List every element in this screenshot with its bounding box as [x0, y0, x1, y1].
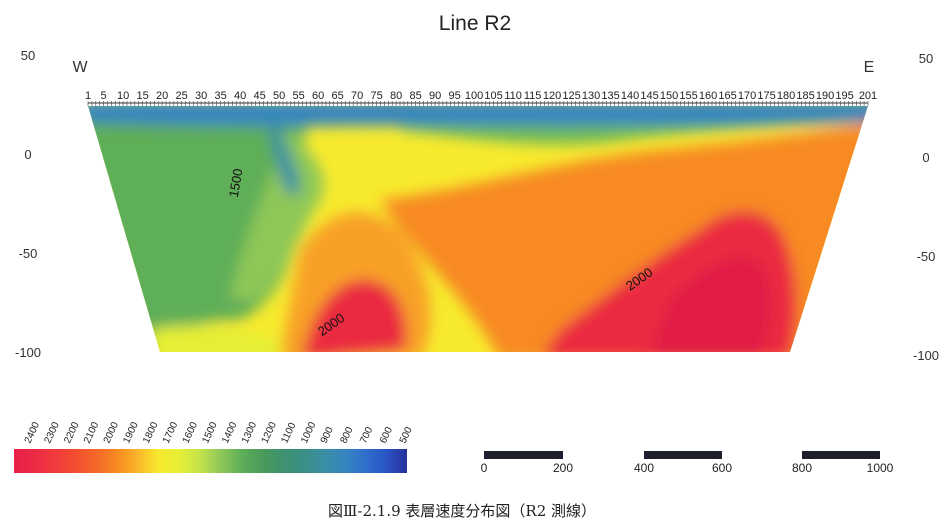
station-label: 195 — [835, 90, 853, 102]
scale-bar — [484, 451, 563, 459]
velocity-section — [88, 106, 868, 352]
station-label: 65 — [331, 90, 343, 102]
station-label: 185 — [796, 90, 814, 102]
y-tick-left: 0 — [24, 147, 31, 162]
station-label: 20 — [156, 90, 168, 102]
y-tick-left: 50 — [21, 48, 35, 63]
legend-label: 1400 — [220, 420, 240, 445]
station-label: 165 — [718, 90, 736, 102]
zone-blue-surface — [88, 106, 868, 126]
legend-label: 1800 — [141, 420, 161, 445]
station-label: 45 — [253, 90, 265, 102]
legend-label: 1200 — [260, 420, 280, 445]
legend-label: 800 — [339, 425, 356, 445]
legend-label: 1600 — [181, 420, 201, 445]
station-label: 145 — [640, 90, 658, 102]
zone-red-deep-east — [650, 257, 771, 352]
station-label: 40 — [234, 90, 246, 102]
station-label: 190 — [816, 90, 834, 102]
station-label: 175 — [757, 90, 775, 102]
direction-east-label: E — [864, 59, 875, 76]
scale-bar — [644, 451, 722, 459]
y-tick-right: 50 — [919, 51, 933, 66]
scale-bar-end-label: 600 — [712, 461, 732, 475]
station-label: 150 — [660, 90, 678, 102]
station-label: 55 — [292, 90, 304, 102]
station-label: 5 — [101, 90, 107, 102]
station-axis-ticks — [87, 101, 869, 106]
station-label: 95 — [448, 90, 460, 102]
station-label: 160 — [699, 90, 717, 102]
station-label: 30 — [195, 90, 207, 102]
legend-label: 2000 — [102, 420, 122, 445]
station-label: 75 — [370, 90, 382, 102]
station-label: 10 — [117, 90, 129, 102]
y-tick-right: -50 — [917, 249, 936, 264]
scale-bar-end-label: 1000 — [867, 461, 894, 475]
station-label: 80 — [390, 90, 402, 102]
legend-label: 500 — [398, 425, 415, 445]
scale-bar-end-label: 200 — [553, 461, 573, 475]
legend-label: 2300 — [42, 420, 62, 445]
direction-west-label: W — [72, 59, 88, 76]
legend-label: 1100 — [279, 421, 298, 446]
legend-label: 2200 — [62, 420, 82, 445]
scale-bar-start-label: 400 — [634, 461, 654, 475]
velocity-legend: 2400 2300 2200 2100 2000 1900 1800 1700 1600 1500… — [14, 420, 415, 473]
station-axis-labels: 1 5 10 15 20 25 30 35 40 45 50 55 60 65 70 75 80 85 90 95 10… — [85, 90, 877, 102]
station-label: 35 — [214, 90, 226, 102]
zone-blue-dip — [268, 115, 300, 195]
station-label: 130 — [582, 90, 600, 102]
station-label: 135 — [601, 90, 619, 102]
station-label: 60 — [312, 90, 324, 102]
station-label: 110 — [504, 90, 522, 102]
legend-label: 1700 — [161, 420, 181, 445]
zone-yellow-bottom-west — [150, 325, 280, 352]
station-label: 115 — [524, 90, 542, 102]
y-tick-right: 0 — [922, 150, 929, 165]
y-tick-left: -50 — [19, 246, 38, 261]
legend-label: 900 — [319, 425, 336, 445]
station-label: 120 — [543, 90, 561, 102]
legend-labels: 2400 2300 2200 2100 2000 1900 1800 1700 1600 1500… — [23, 420, 415, 445]
station-label: 100 — [465, 90, 483, 102]
legend-label: 1900 — [121, 420, 141, 445]
station-label: 180 — [777, 90, 795, 102]
station-label: 70 — [351, 90, 363, 102]
station-label: 125 — [562, 90, 580, 102]
legend-label: 2100 — [82, 420, 102, 445]
contour-label: 1500 — [226, 167, 246, 198]
station-label: 85 — [409, 90, 421, 102]
legend-label: 700 — [358, 425, 375, 445]
station-label: 1 — [85, 90, 91, 102]
station-label: 170 — [738, 90, 756, 102]
station-label: 90 — [429, 90, 441, 102]
scale-bar — [802, 451, 880, 459]
y-tick-right: -100 — [913, 348, 939, 363]
y-axis-right: 50 0 -50 -100 — [913, 51, 939, 363]
scale-bar-start-label: 0 — [481, 461, 488, 475]
legend-label: 1500 — [200, 420, 220, 445]
legend-color-bar — [14, 449, 407, 473]
zone-red-west — [300, 279, 406, 352]
chart-title: Line R2 — [439, 12, 511, 35]
scale-bar-start-label: 800 — [792, 461, 812, 475]
station-label: 15 — [136, 90, 148, 102]
figure-caption: 図Ⅲ-2.1.9 表層速度分布図（R2 測線） — [328, 502, 596, 520]
station-label: 105 — [484, 90, 502, 102]
zone-green-light — [230, 130, 324, 300]
y-tick-left: -100 — [15, 345, 41, 360]
station-label: 155 — [679, 90, 697, 102]
y-axis-left: 50 0 -50 -100 — [15, 48, 41, 360]
legend-label: 1300 — [240, 420, 260, 445]
legend-label: 600 — [378, 425, 395, 445]
station-label: 25 — [175, 90, 187, 102]
legend-label: 1000 — [299, 420, 319, 445]
legend-label: 2400 — [23, 420, 43, 445]
station-label: 50 — [273, 90, 285, 102]
scale-bars: 0 200 400 600 800 1000 — [481, 451, 894, 475]
station-label: 140 — [621, 90, 639, 102]
station-label: 201 — [859, 90, 877, 102]
